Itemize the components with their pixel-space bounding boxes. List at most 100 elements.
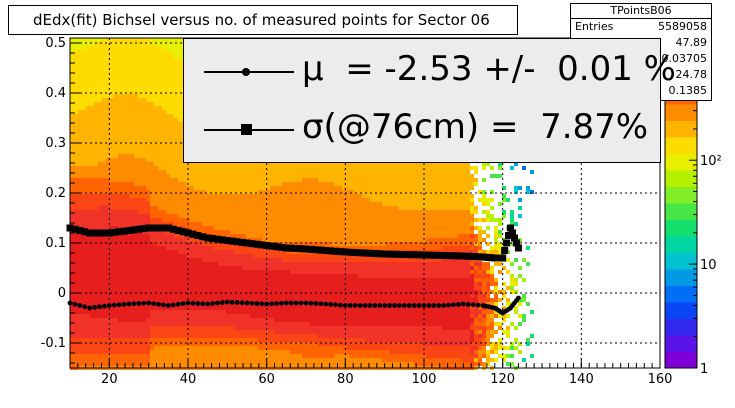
heatmap-cell xyxy=(138,314,142,318)
heatmap-cell xyxy=(162,246,166,250)
heatmap-cell xyxy=(126,234,130,238)
heatmap-cell xyxy=(198,174,202,178)
heatmap-cell xyxy=(190,222,194,226)
heatmap-cell xyxy=(182,282,186,286)
heatmap-cell xyxy=(214,266,218,270)
heatmap-cell xyxy=(130,282,134,286)
heatmap-cell xyxy=(282,250,286,254)
heatmap-cell xyxy=(138,246,142,250)
heatmap-cell xyxy=(294,278,298,282)
heatmap-cell xyxy=(214,338,218,342)
heatmap-cell xyxy=(110,106,114,110)
heatmap-cell xyxy=(174,318,178,322)
heatmap-cell xyxy=(82,54,86,58)
heatmap-cell xyxy=(206,190,210,194)
heatmap-cell xyxy=(82,134,86,138)
heatmap-cell xyxy=(106,118,110,122)
heatmap-cell xyxy=(250,198,254,202)
heatmap-cell xyxy=(234,294,238,298)
heatmap-cell xyxy=(158,122,162,126)
heatmap-cell xyxy=(262,178,266,182)
heatmap-cell xyxy=(286,166,290,170)
heatmap-cell xyxy=(178,306,182,310)
heatmap-cell xyxy=(306,214,310,218)
heatmap-cell xyxy=(114,186,118,190)
heatmap-cell xyxy=(178,210,182,214)
heatmap-cell xyxy=(114,194,118,198)
heatmap-cell xyxy=(146,114,150,118)
heatmap-cell xyxy=(142,110,146,114)
heatmap-cell xyxy=(106,158,110,162)
heatmap-cell xyxy=(170,142,174,146)
heatmap-cell xyxy=(78,146,82,150)
heatmap-cell xyxy=(254,270,258,274)
heatmap-cell xyxy=(266,358,270,362)
heatmap-cell xyxy=(146,166,150,170)
heatmap-cell xyxy=(166,142,170,146)
heatmap-cell xyxy=(242,162,246,166)
heatmap-cell xyxy=(154,242,158,246)
heatmap-cell xyxy=(206,294,210,298)
heatmap-cell xyxy=(230,306,234,310)
heatmap-cell xyxy=(274,322,278,326)
heatmap-cell xyxy=(146,310,150,314)
heatmap-cell xyxy=(234,338,238,342)
heatmap-cell xyxy=(86,170,90,174)
heatmap-cell xyxy=(74,62,78,66)
heatmap-cell xyxy=(190,282,194,286)
heatmap-cell xyxy=(226,278,230,282)
heatmap-cell xyxy=(114,202,118,206)
heatmap-cell xyxy=(170,306,174,310)
heatmap-cell xyxy=(174,262,178,266)
heatmap-cell xyxy=(162,358,166,362)
heatmap-cell xyxy=(194,342,198,346)
heatmap-cell xyxy=(134,74,138,78)
heatmap-cell xyxy=(258,322,262,326)
heatmap-cell xyxy=(146,46,150,50)
heatmap-cell xyxy=(78,350,82,354)
heatmap-cell xyxy=(74,190,78,194)
heatmap-cell xyxy=(158,306,162,310)
heatmap-cell xyxy=(262,230,266,234)
heatmap-cell xyxy=(74,94,78,98)
heatmap-cell xyxy=(86,42,90,46)
heatmap-cell xyxy=(214,294,218,298)
heatmap-cell xyxy=(86,222,90,226)
heatmap-cell xyxy=(106,146,110,150)
heatmap-cell xyxy=(86,98,90,102)
heatmap-cell xyxy=(214,306,218,310)
heatmap-cell xyxy=(166,294,170,298)
heatmap-cell xyxy=(162,322,166,326)
heatmap-cell xyxy=(90,318,94,322)
heatmap-cell xyxy=(274,238,278,242)
heatmap-cell xyxy=(98,334,102,338)
heatmap-cell xyxy=(126,90,130,94)
heatmap-cell xyxy=(154,278,158,282)
heatmap-cell xyxy=(250,226,254,230)
heatmap-cell xyxy=(286,350,290,354)
heatmap-cell xyxy=(150,50,154,54)
heatmap-cell xyxy=(294,242,298,246)
heatmap-cell xyxy=(166,234,170,238)
heatmap-cell xyxy=(218,266,222,270)
heatmap-cell xyxy=(138,154,142,158)
heatmap-cell xyxy=(254,166,258,170)
heatmap-cell xyxy=(270,254,274,258)
heatmap-cell xyxy=(114,182,118,186)
heatmap-cell xyxy=(258,234,262,238)
heatmap-cell xyxy=(178,162,182,166)
heatmap-cell xyxy=(158,78,162,82)
heatmap-cell xyxy=(270,294,274,298)
heatmap-cell xyxy=(74,286,78,290)
heatmap-cell xyxy=(70,142,74,146)
heatmap-cell xyxy=(70,286,74,290)
heatmap-cell xyxy=(102,94,106,98)
heatmap-cell xyxy=(126,282,130,286)
heatmap-cell xyxy=(98,66,102,70)
heatmap-cell xyxy=(78,110,82,114)
heatmap-cell xyxy=(230,362,234,366)
heatmap-cell xyxy=(78,242,82,246)
heatmap-cell xyxy=(170,130,174,134)
heatmap-cell xyxy=(122,162,126,166)
heatmap-cell xyxy=(106,194,110,198)
